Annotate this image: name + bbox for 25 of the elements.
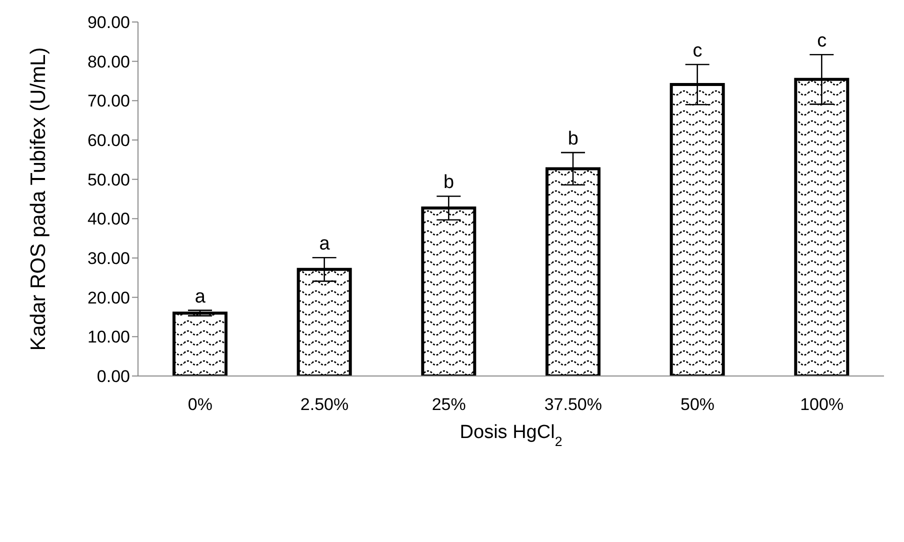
annotation: a — [319, 234, 330, 255]
x-axis-title: Dosis HgCl$_{2}$ — [460, 422, 562, 448]
x-tick-label: 2.50% — [300, 395, 349, 414]
y-tick-label: 30.00 — [87, 249, 130, 268]
bar — [172, 312, 228, 376]
x-tick-label: 25% — [432, 395, 466, 414]
x-tick-label: 100% — [800, 395, 844, 414]
y-tick-label: 0.00 — [96, 367, 130, 386]
y-tick-label: 70.00 — [87, 92, 130, 111]
annotation: a — [194, 286, 206, 308]
x-tick-label: 50% — [680, 395, 715, 414]
y-tick-label: 90.00 — [87, 13, 130, 32]
x-tick-label: 37.50% — [544, 395, 602, 414]
annotation: b — [444, 172, 454, 194]
x-tick-label: 0% — [188, 395, 212, 414]
annotation: b — [568, 128, 578, 150]
annotation: c — [692, 40, 702, 62]
y-tick-label: 10.00 — [87, 328, 130, 347]
y-tick-label: 40.00 — [87, 210, 130, 229]
y-tick-label: 60.00 — [87, 131, 130, 150]
y-axis-title: Kadar ROS pada Tubifex (U/mL) — [26, 47, 50, 351]
y-tick-label: 50.00 — [87, 170, 130, 190]
y-tick-label: 20.00 — [87, 288, 130, 308]
y-tick-label: 80.00 — [87, 52, 130, 72]
annotation: c — [817, 30, 827, 52]
